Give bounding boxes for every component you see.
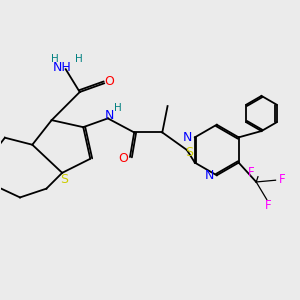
Text: N: N (105, 109, 114, 122)
Text: H: H (51, 54, 58, 64)
Text: H: H (114, 103, 122, 113)
Text: F: F (279, 173, 285, 186)
Text: H: H (75, 54, 83, 64)
Text: N: N (182, 131, 192, 144)
Text: O: O (119, 152, 129, 165)
Text: O: O (105, 75, 115, 88)
Text: N: N (204, 169, 214, 182)
Text: NH: NH (53, 61, 71, 74)
Text: F: F (248, 166, 255, 179)
Text: S: S (60, 173, 68, 186)
Text: S: S (184, 146, 193, 159)
Text: F: F (265, 200, 272, 212)
